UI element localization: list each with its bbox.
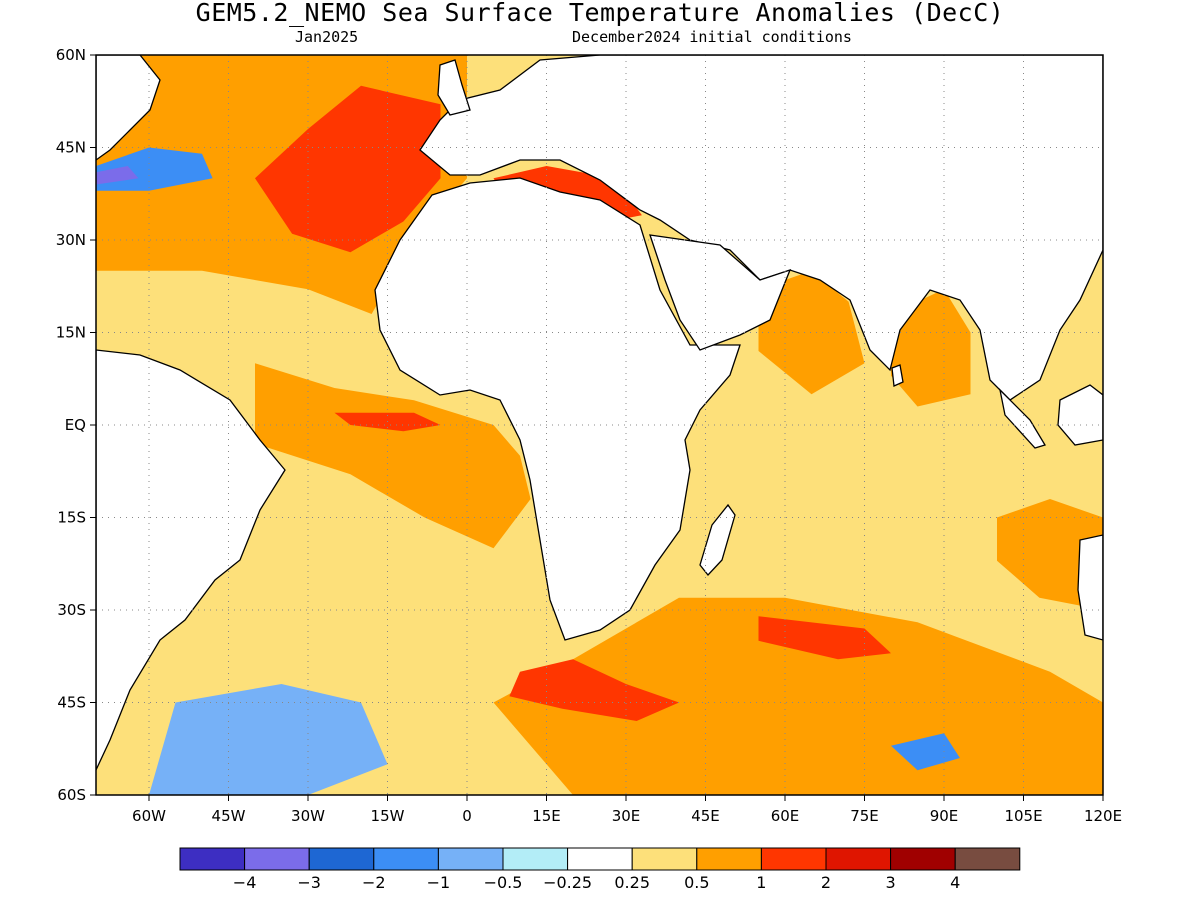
colorbar-swatch [373, 847, 439, 871]
madagascar [699, 503, 736, 576]
lon-tick-label: 15W [371, 807, 405, 825]
lat-tick-label: 30N [56, 231, 86, 249]
lon-tick-label: 60E [771, 807, 800, 825]
colorbar-label: −4 [233, 873, 257, 892]
colorbar-swatch [179, 847, 246, 871]
sri-lanka [891, 364, 904, 387]
colorbar-label: −0.5 [484, 873, 523, 892]
colorbar-swatch [308, 847, 375, 871]
australia-landmass [1077, 534, 1103, 641]
lat-tick-label: 60S [57, 786, 86, 804]
south-indian-red-region [758, 616, 891, 660]
colorbar-label: 0.25 [614, 873, 650, 892]
colorbar-swatch [954, 847, 1021, 871]
colorbar-swatch [437, 847, 504, 871]
colorbar-swatch [631, 847, 698, 871]
northwest-atlantic-blue-region [96, 166, 139, 185]
lon-tick-label: 60W [132, 807, 166, 825]
south-america-landmass [96, 349, 286, 771]
colorbar-label: 3 [886, 873, 896, 892]
lat-tick-label: EQ [65, 416, 86, 434]
lon-tick-label: 30E [612, 807, 641, 825]
colorbar-label: −2 [362, 873, 386, 892]
great-britain [437, 59, 471, 116]
longitude-tick-labels: 60W 45W 30W 15W 0 15E 30E 45E 60E 75E 90E 105E 120E [132, 795, 1122, 825]
lat-tick-label: 30S [57, 601, 86, 619]
north-america-landmass [96, 55, 161, 161]
equatorial-atlantic-warm-region [255, 363, 531, 549]
valid-month-label: Jan2025 [295, 28, 359, 46]
west-australia-warm-region [997, 499, 1103, 610]
initial-conditions-label: December2024 initial conditions [572, 28, 852, 46]
lon-tick-label: 0 [462, 807, 472, 825]
colorbar-label: 0.5 [684, 873, 709, 892]
north-atlantic-red-region [255, 85, 441, 253]
map-title: GEM5.2_NEMO Sea Surface Temperature Anom… [195, 0, 1005, 27]
sumatra [998, 388, 1046, 449]
colorbar-swatch [890, 847, 956, 871]
lon-tick-label: 45W [212, 807, 246, 825]
colorbar-swatch [825, 847, 892, 871]
colorbar-label: 1 [756, 873, 766, 892]
colorbar-label: 2 [821, 873, 831, 892]
lat-tick-label: 15S [57, 509, 86, 527]
land-mask [96, 55, 1103, 771]
lat-tick-label: 45S [57, 694, 86, 712]
lon-tick-label: 75E [850, 807, 879, 825]
lat-tick-label: 15N [56, 324, 86, 342]
colorbar-label: −1 [427, 873, 451, 892]
southern-ocean-cool-region [891, 733, 960, 771]
colorbar-swatch [502, 847, 569, 871]
colorbar-swatch [567, 847, 633, 871]
lat-tick-label: 60N [56, 46, 86, 64]
colorbar-label: −3 [297, 873, 321, 892]
bay-of-bengal-warm-region [891, 289, 971, 407]
latitude-tick-labels: 60N 45N 30N 15N EQ 15S 30S 45S 60S [56, 46, 96, 804]
lon-tick-label: 90E [930, 807, 959, 825]
lon-tick-label: 30W [291, 807, 325, 825]
south-atlantic-cool-region [149, 684, 388, 795]
africa-landmass [374, 177, 741, 641]
colorbar-swatch [760, 847, 827, 871]
lat-tick-label: 45N [56, 139, 86, 157]
lon-tick-label: 45E [691, 807, 720, 825]
colorbar-label: −0.25 [543, 873, 592, 892]
lon-tick-label: 15E [532, 807, 561, 825]
colorbar-swatch [244, 847, 310, 871]
europe-asia-landmass [419, 55, 1103, 401]
lon-tick-label: 120E [1084, 807, 1122, 825]
colorbar: −4 −3 −2 −1 −0.5 −0.25 0.25 0.5 1 2 3 4 [179, 847, 1021, 892]
agulhas-red-region [509, 659, 679, 721]
lon-tick-label: 105E [1004, 807, 1042, 825]
colorbar-swatch [696, 847, 762, 871]
colorbar-label: 4 [950, 873, 960, 892]
borneo [1057, 384, 1103, 446]
arabian-peninsula [649, 234, 792, 351]
